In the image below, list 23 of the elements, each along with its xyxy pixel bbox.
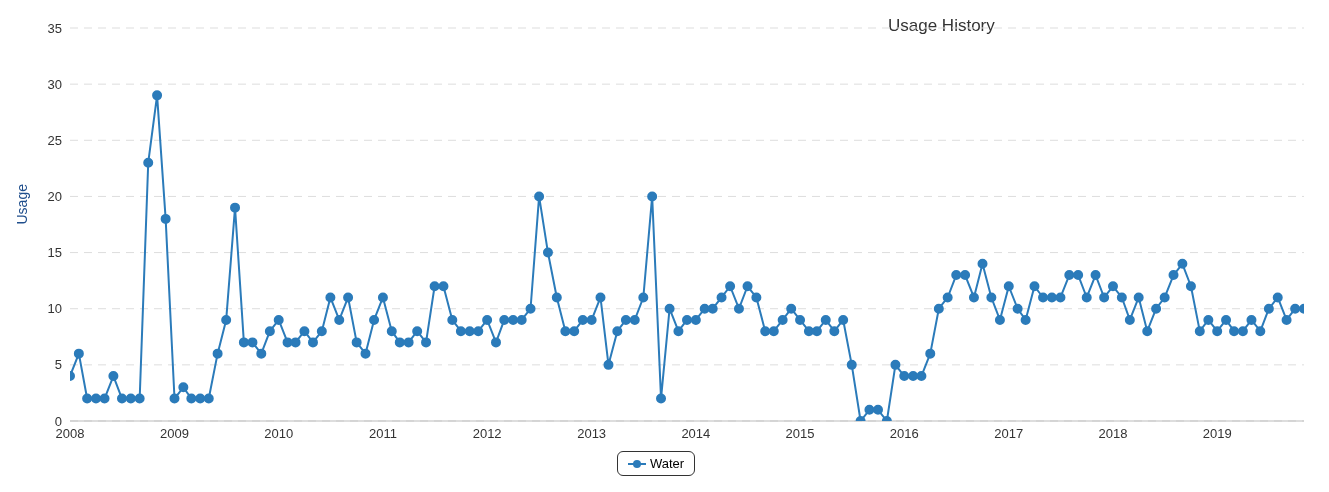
chart-title: Usage History: [888, 16, 995, 36]
legend-label: Water: [648, 456, 685, 471]
x-tick-label: 2013: [577, 426, 607, 442]
x-tick-label: 2017: [994, 426, 1024, 442]
y-tick-label: 15: [47, 245, 62, 261]
x-tick-label: 2015: [785, 426, 815, 442]
x-tick-label: 2019: [1202, 426, 1232, 442]
x-tick-label: 2012: [472, 426, 502, 442]
y-tick-label: 30: [47, 76, 62, 92]
x-tick-label: 2016: [889, 426, 919, 442]
y-tick-label: 5: [54, 357, 62, 373]
x-tick-label: 2011: [368, 426, 397, 442]
y-tick-label: 35: [47, 20, 62, 36]
x-tick-label: 2014: [681, 426, 711, 442]
y-tick-label: 0: [54, 413, 62, 429]
x-tick-label: 2009: [160, 426, 189, 442]
x-tick-label: 2010: [264, 426, 294, 442]
x-tick-label: 2018: [1098, 426, 1128, 442]
y-tick-label: 20: [47, 189, 62, 205]
y-tick-label: 25: [47, 132, 62, 148]
y-axis-title: Usage: [13, 183, 30, 225]
x-tick-label: 2008: [55, 426, 85, 442]
y-tick-label: 10: [47, 301, 62, 317]
